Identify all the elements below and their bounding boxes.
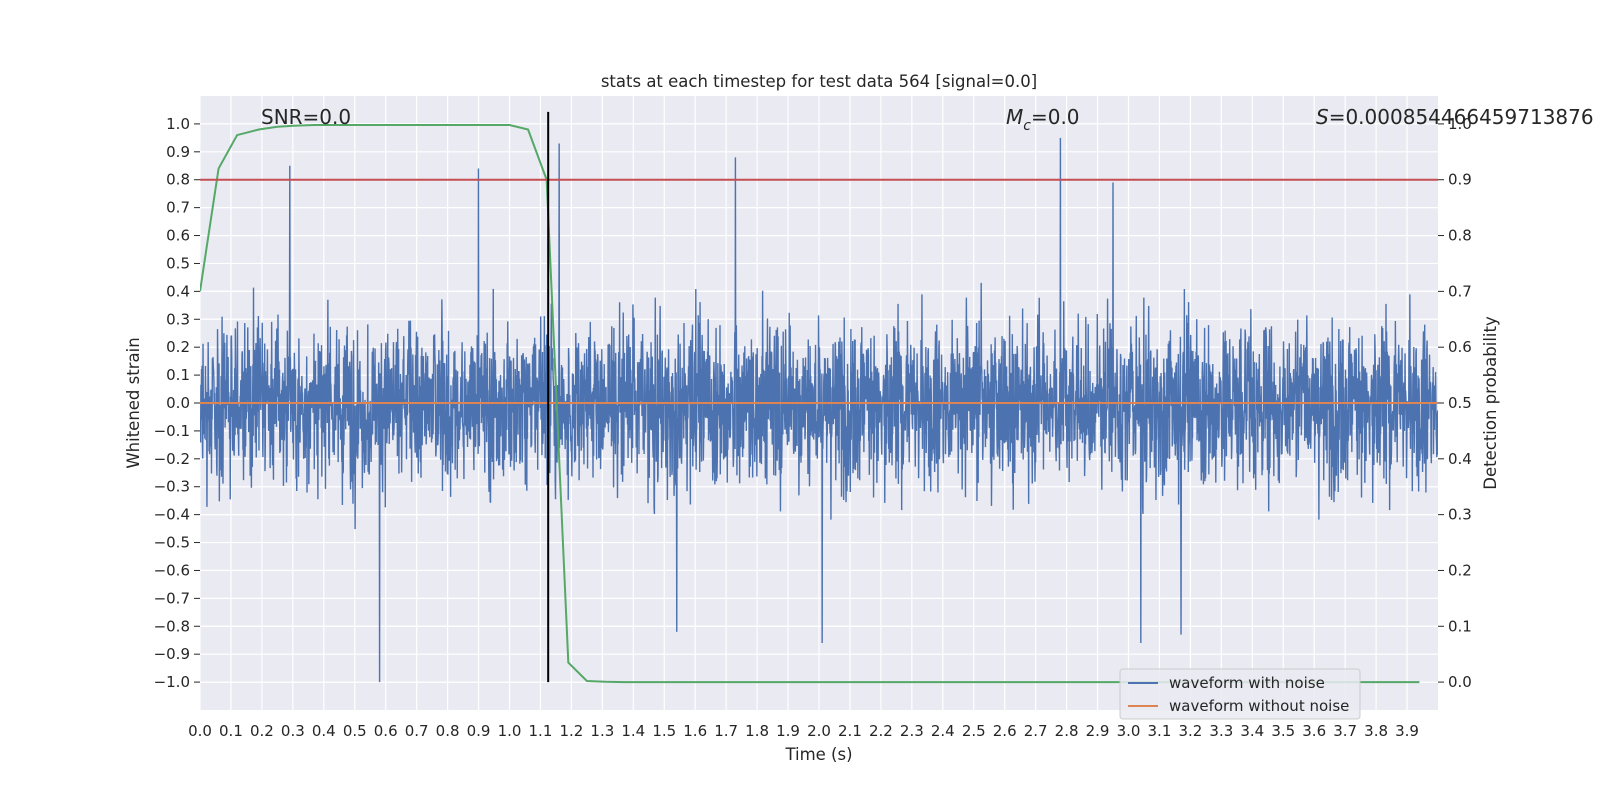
y-tick-label: −0.4 [154, 506, 190, 524]
x-tick-label: 1.6 [683, 722, 707, 740]
y-tick-label: −0.7 [154, 589, 190, 607]
x-tick-label: 3.2 [1178, 722, 1202, 740]
x-tick-label: 2.3 [900, 722, 924, 740]
x-tick-label: 1.9 [776, 722, 800, 740]
x-tick-label: 2.1 [838, 722, 862, 740]
x-tick-label: 3.8 [1364, 722, 1388, 740]
y-tick-label: 0.6 [166, 227, 190, 245]
x-tick-label: 2.6 [993, 722, 1017, 740]
x-tick-label: 2.9 [1086, 722, 1110, 740]
x-tick-label: 0.8 [436, 722, 460, 740]
x-tick-label: 0.5 [343, 722, 367, 740]
y-tick-label: 0.8 [166, 171, 190, 189]
x-tick-label: 1.0 [498, 722, 522, 740]
y2-tick-label: 0.8 [1448, 227, 1472, 245]
y-tick-label: −0.8 [154, 617, 190, 635]
x-tick-label: 0.1 [219, 722, 243, 740]
legend-entry: waveform with noise [1169, 674, 1325, 692]
x-tick-label: 2.2 [869, 722, 893, 740]
x-tick-label: 1.5 [652, 722, 676, 740]
s-symbol: S [1316, 105, 1329, 129]
s-annotation: S=0.000854466459713876 [1316, 105, 1594, 129]
y-tick-label: −0.9 [154, 645, 190, 663]
x-tick-label: 0.2 [250, 722, 274, 740]
y-tick-label: 0.7 [166, 199, 190, 217]
y-tick-label: 0.2 [166, 338, 190, 356]
x-tick-label: 2.4 [931, 722, 955, 740]
mc-subscript: c [1023, 118, 1031, 134]
x-tick-label: 0.7 [405, 722, 429, 740]
x-ticks: 0.0 0.1 0.2 0.3 0.4 0.5 0.6 0.7 0.8 0.9 1.0 1.1 1.2 1… [188, 722, 1419, 740]
y2-ticks: 1.0 0.9 0.8 0.7 0.6 0.5 0.4 0.3 0.2 0.1 0.0 [1438, 115, 1472, 691]
x-tick-label: 1.4 [621, 722, 645, 740]
y2-tick-label: 1.0 [1448, 115, 1472, 133]
y-tick-label: −0.1 [154, 422, 190, 440]
x-tick-label: 3.9 [1395, 722, 1419, 740]
x-tick-label: 3.7 [1333, 722, 1357, 740]
x-tick-label: 0.6 [374, 722, 398, 740]
chart-marks [200, 111, 1438, 684]
x-tick-label: 0.3 [281, 722, 305, 740]
y-tick-label: −1.0 [154, 673, 190, 691]
x-axis-label: Time (s) [784, 745, 852, 764]
x-tick-label: 2.5 [962, 722, 986, 740]
x-tick-label: 3.0 [1117, 722, 1141, 740]
x-tick-label: 1.2 [559, 722, 583, 740]
y2-tick-label: 0.2 [1448, 561, 1472, 579]
x-tick-label: 2.0 [807, 722, 831, 740]
x-tick-label: 2.8 [1055, 722, 1079, 740]
y2-tick-label: 0.5 [1448, 394, 1472, 412]
y-tick-label: 1.0 [166, 115, 190, 133]
y-tick-label: 0.0 [166, 394, 190, 412]
y-tick-label: 0.5 [166, 254, 190, 272]
y2-axis-label: Detection probability [1481, 316, 1500, 490]
x-tick-label: 3.3 [1209, 722, 1233, 740]
s-value: =0.000854466459713876 [1329, 105, 1594, 129]
legend-entry: waveform without noise [1169, 697, 1349, 715]
y2-tick-label: 0.9 [1448, 171, 1472, 189]
y-tick-label: −0.5 [154, 534, 190, 552]
y2-tick-label: 0.4 [1448, 450, 1472, 468]
x-tick-label: 0.4 [312, 722, 336, 740]
x-tick-label: 1.3 [590, 722, 614, 740]
y2-tick-label: 0.7 [1448, 282, 1472, 300]
x-tick-label: 0.9 [467, 722, 491, 740]
y-tick-label: 0.9 [166, 143, 190, 161]
y-ticks: 1.0 0.9 0.8 0.7 0.6 0.5 0.4 0.3 0.2 0.1 0.0 −0.1 −0.… [154, 115, 200, 691]
y-tick-label: −0.6 [154, 561, 190, 579]
x-tick-label: 1.1 [529, 722, 553, 740]
mc-value: =0.0 [1031, 105, 1080, 129]
x-tick-label: 1.7 [714, 722, 738, 740]
mc-annotation: Mc=0.0 [1006, 105, 1080, 134]
chart-title: stats at each timestep for test data 564… [601, 72, 1037, 91]
y2-tick-label: 0.3 [1448, 506, 1472, 524]
legend: waveform with noise waveform without nois… [1119, 668, 1361, 720]
y-tick-label: −0.3 [154, 478, 190, 496]
y-tick-label: 0.3 [166, 310, 190, 328]
x-tick-label: 3.1 [1148, 722, 1172, 740]
x-tick-label: 0.0 [188, 722, 212, 740]
x-tick-label: 3.6 [1302, 722, 1326, 740]
x-tick-label: 1.8 [745, 722, 769, 740]
x-tick-label: 3.4 [1240, 722, 1264, 740]
y-tick-label: 0.4 [166, 282, 190, 300]
y2-tick-label: 0.1 [1448, 617, 1472, 635]
snr-annotation: SNR=0.0 [261, 105, 351, 129]
y-axis-label: Whitened strain [124, 337, 143, 468]
y2-tick-label: 0.6 [1448, 338, 1472, 356]
y2-tick-label: 0.0 [1448, 673, 1472, 691]
series-detection-probability [200, 124, 1420, 684]
x-tick-label: 3.5 [1271, 722, 1295, 740]
legend-box [1119, 668, 1361, 720]
x-tick-label: 2.7 [1024, 722, 1048, 740]
mc-symbol: M [1006, 105, 1023, 129]
y-tick-label: 0.1 [166, 366, 190, 384]
y-tick-label: −0.2 [154, 450, 190, 468]
